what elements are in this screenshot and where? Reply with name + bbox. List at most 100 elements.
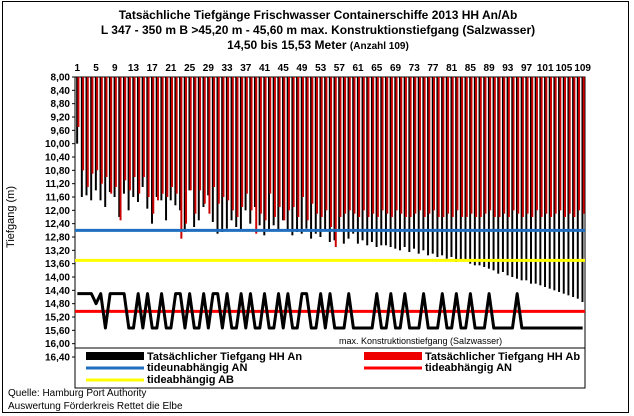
bar-an — [221, 77, 224, 232]
bar-ab — [105, 77, 108, 177]
bar-ab — [110, 77, 113, 194]
bar-ab — [264, 77, 267, 221]
x-tick-label: 65 — [371, 63, 383, 74]
y-tick-label: 9,20 — [51, 113, 71, 124]
bar-ab — [400, 77, 403, 214]
x-tick-label: 61 — [353, 63, 365, 74]
bar-ab — [428, 77, 431, 214]
bar-an — [436, 77, 439, 257]
y-tick-label: 12,00 — [45, 206, 70, 217]
bar-an — [197, 77, 200, 221]
bar-ab — [189, 77, 192, 191]
bar-an — [90, 77, 93, 201]
bar-an — [165, 77, 168, 221]
bar-an — [534, 77, 537, 284]
x-tick-label: 49 — [296, 63, 308, 74]
bar-ab — [100, 77, 103, 184]
legend-label-tideab-ab: tideabhängig AB — [147, 374, 234, 386]
y-tick-label: 10,00 — [45, 139, 70, 150]
bar-an — [464, 77, 467, 261]
bar-ab — [521, 77, 524, 217]
bar-ab — [245, 77, 248, 194]
x-tick-label: 17 — [147, 63, 159, 74]
bar-an — [361, 77, 364, 241]
bar-ab — [498, 77, 501, 217]
bar-an — [562, 77, 565, 294]
bar-ab — [381, 77, 384, 211]
bar-ab — [292, 77, 295, 207]
bar-an — [544, 77, 547, 287]
bar-an — [581, 77, 584, 302]
bar-ab — [91, 77, 94, 174]
bar-an — [455, 77, 458, 262]
bar-an — [356, 77, 359, 244]
x-tick-label: 53 — [315, 63, 327, 74]
x-tick-label: 81 — [446, 63, 458, 74]
bar-an — [99, 77, 102, 201]
bar-an — [333, 77, 336, 241]
bar-an — [450, 77, 453, 257]
bar-an — [506, 77, 509, 276]
bar-an — [413, 77, 416, 249]
bar-an — [389, 77, 392, 247]
max-draft-line — [77, 292, 583, 330]
bar-an — [394, 77, 397, 249]
series-ab-bars — [77, 77, 585, 247]
x-tick-label: 5 — [93, 63, 99, 74]
bar-an — [174, 77, 177, 206]
bar-ab — [217, 77, 220, 204]
y-tick-label: 11,20 — [46, 179, 71, 190]
bar-ab — [493, 77, 496, 217]
bar-an — [277, 77, 280, 231]
y-tick-label: 14,40 — [45, 286, 70, 297]
bar-an — [272, 77, 275, 226]
x-tick-label: 97 — [521, 63, 533, 74]
bar-ab — [582, 77, 585, 214]
bar-ab — [166, 77, 169, 197]
y-tick-label: 14,80 — [45, 299, 70, 310]
y-tick-label: 11,60 — [46, 193, 71, 204]
bar-an — [487, 77, 490, 269]
bar-an — [160, 77, 163, 201]
bar-an — [151, 77, 153, 224]
bar-an — [342, 77, 345, 244]
bar-an — [441, 77, 444, 256]
bar-ab — [414, 77, 417, 214]
bar-ab — [147, 77, 150, 197]
bar-ab — [138, 77, 141, 194]
chart-title-count: (Anzahl 109) — [350, 41, 409, 52]
bar-an — [572, 77, 575, 297]
legend-label-an: Tatsächlicher Tiefgang HH An — [147, 351, 302, 363]
bar-an — [380, 77, 383, 246]
bar-an — [497, 77, 500, 274]
bar-ab — [185, 77, 188, 224]
x-tick-label: 29 — [203, 63, 215, 74]
bar-ab — [222, 77, 225, 197]
bar-ab — [423, 77, 426, 217]
bar-an — [305, 77, 308, 229]
bar-an — [225, 77, 228, 229]
bar-an — [235, 77, 238, 227]
bar-an — [352, 77, 355, 234]
bar-an — [244, 77, 247, 211]
bar-ab — [114, 77, 117, 187]
x-tick-label: 37 — [240, 63, 252, 74]
bar-ab — [442, 77, 445, 217]
bar-an — [483, 77, 486, 267]
bar-ab — [250, 77, 253, 211]
x-tick-label: 33 — [221, 63, 233, 74]
bar-an — [473, 77, 476, 266]
bar-ab — [554, 77, 557, 214]
bar-an — [399, 77, 401, 251]
y-axis-label: Tiefgang (m) — [5, 186, 17, 248]
bar-ab — [517, 77, 520, 214]
bar-ab — [531, 77, 534, 217]
x-tick-label: 69 — [390, 63, 402, 74]
bar-an — [520, 77, 523, 281]
chart-title-line-1: Tatsächliche Tiefgänge Frischwasser Cont… — [119, 8, 518, 22]
y-tick-label: 12,80 — [45, 233, 70, 244]
bar-ab — [512, 77, 515, 211]
bar-ab — [124, 77, 127, 181]
bar-an — [132, 77, 135, 197]
